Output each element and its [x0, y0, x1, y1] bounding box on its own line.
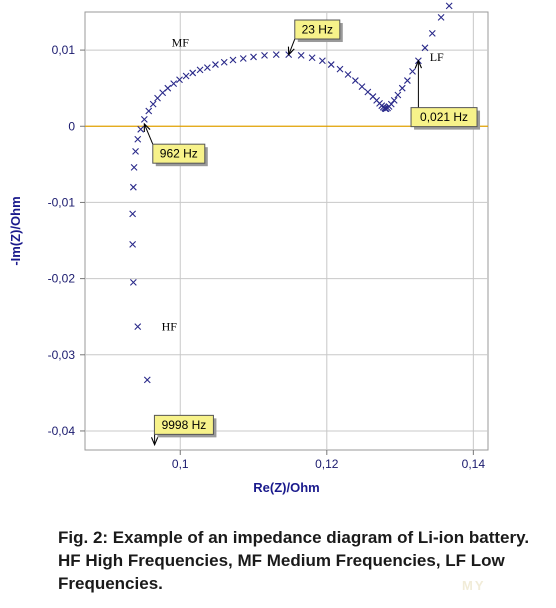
data-point	[327, 61, 335, 68]
data-point	[445, 2, 453, 10]
data-point	[297, 52, 305, 59]
y-tick-label: -0,02	[48, 272, 76, 286]
data-point	[176, 76, 183, 84]
data-point	[308, 54, 316, 62]
x-tick-label: 0,1	[172, 457, 189, 471]
data-point	[250, 53, 257, 61]
data-point	[319, 57, 326, 65]
frequency-callouts: 23 Hz 0,021 Hz 962 Hz 9998 Hz	[143, 19, 481, 447]
data-point	[189, 69, 197, 77]
data-point	[137, 125, 145, 133]
data-point	[390, 96, 398, 104]
data-point	[229, 56, 237, 64]
watermark: MY	[462, 578, 486, 593]
data-point	[134, 135, 142, 143]
callout-label: 0,021 Hz	[420, 110, 468, 124]
data-point	[351, 77, 359, 84]
data-point	[130, 164, 138, 171]
data-point	[145, 107, 153, 115]
callout-connector	[143, 123, 154, 145]
callout-label: 962 Hz	[160, 147, 198, 161]
callout-connector	[288, 38, 296, 55]
data-point	[387, 100, 395, 108]
data-point	[154, 94, 161, 102]
callout-arrowhead	[143, 122, 151, 132]
y-tick-label: -0,04	[48, 424, 76, 438]
x-axis-label: Re(Z)/Ohm	[253, 480, 319, 495]
data-point	[398, 84, 406, 92]
data-point	[344, 71, 352, 78]
figure-caption: Fig. 2: Example of an impedance diagram …	[58, 528, 530, 593]
callout-box	[410, 107, 478, 128]
callout-arrowhead	[414, 59, 423, 69]
callout-label: 9998 Hz	[162, 418, 207, 432]
x-tick-label: 0,12	[315, 457, 339, 471]
data-point	[129, 240, 137, 248]
y-tick-label: -0,01	[48, 195, 76, 209]
data-point	[212, 61, 219, 68]
data-point	[132, 148, 139, 155]
y-tick-label: 0,01	[52, 43, 76, 57]
callout-arrowhead	[150, 437, 159, 447]
data-point	[409, 68, 416, 75]
data-point	[203, 64, 211, 71]
plot-area	[84, 11, 489, 451]
y-tick-label: -0,03	[48, 348, 76, 362]
callout-box	[152, 143, 206, 164]
data-point	[421, 44, 429, 52]
data-point	[404, 77, 411, 84]
callout-box	[153, 414, 214, 435]
data-point	[358, 83, 366, 91]
y-tick-labels: 0,01 0 -0,01 -0,02 -0,03 -0,04	[48, 43, 85, 438]
data-point	[239, 55, 247, 62]
y-axis-label: -Im(Z)/Ohm	[8, 196, 23, 265]
data-point	[149, 100, 157, 108]
data-point	[196, 66, 204, 74]
data-point	[261, 52, 268, 59]
region-label: LF	[430, 50, 444, 64]
data-point	[182, 72, 190, 80]
data-point	[428, 29, 436, 37]
region-label: HF	[162, 319, 178, 333]
data-point	[272, 51, 280, 59]
region-label: MF	[172, 35, 190, 49]
x-tick-labels: 0,1 0,12 0,14	[172, 450, 485, 471]
x-tick-label: 0,14	[462, 457, 486, 471]
data-point	[394, 91, 402, 99]
data-point	[140, 116, 148, 123]
callout-box	[294, 19, 341, 40]
data-point	[170, 80, 178, 87]
callout-arrowhead	[287, 46, 295, 56]
y-tick-label: 0	[68, 119, 75, 133]
data-point	[129, 210, 137, 218]
data-point	[129, 279, 137, 286]
impedance-chart: 0,1 0,12 0,14 0,01 0 -0,01 -0,02 -0,03 -0,04 MF…	[8, 2, 489, 495]
data-point	[220, 58, 228, 66]
grid	[85, 12, 488, 450]
data-markers	[129, 2, 453, 384]
callout-label: 23 Hz	[302, 23, 333, 37]
data-point	[336, 65, 344, 73]
region-labels: MF LF HF	[162, 35, 444, 333]
data-point	[143, 376, 151, 384]
data-point	[437, 13, 445, 21]
data-point	[164, 84, 172, 92]
data-point	[134, 323, 142, 330]
data-point	[129, 183, 137, 191]
